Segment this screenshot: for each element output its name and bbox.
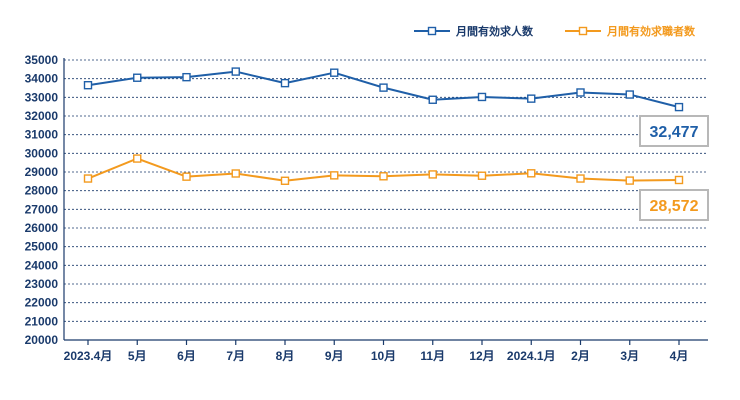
y-tick-label: 20000 bbox=[25, 333, 59, 347]
data-point bbox=[182, 172, 191, 181]
series-group bbox=[83, 67, 684, 185]
y-tick-label: 27000 bbox=[25, 202, 59, 216]
data-point bbox=[477, 171, 487, 180]
data-point bbox=[379, 83, 388, 92]
y-tick-label: 26000 bbox=[25, 221, 59, 235]
y-tick-label: 29000 bbox=[25, 165, 59, 179]
y-tick-label: 30000 bbox=[25, 146, 59, 160]
x-tick-label: 2月 bbox=[571, 349, 590, 363]
y-tick-label: 21000 bbox=[25, 314, 59, 328]
callout-value: 28,572 bbox=[650, 198, 699, 215]
data-point bbox=[83, 174, 93, 183]
y-tick-label: 24000 bbox=[25, 258, 59, 272]
data-point bbox=[280, 176, 290, 185]
y-tick-label: 31000 bbox=[25, 128, 59, 142]
callouts: 32,477 28,572 bbox=[639, 115, 709, 221]
y-tick-label: 34000 bbox=[25, 72, 59, 86]
data-point bbox=[576, 174, 585, 183]
gridlines bbox=[64, 59, 708, 322]
y-tick-label: 28000 bbox=[25, 184, 59, 198]
data-point bbox=[330, 171, 339, 180]
y-tick-label: 33000 bbox=[25, 90, 59, 104]
data-point bbox=[280, 78, 290, 88]
callout-value: 32,477 bbox=[650, 124, 699, 141]
y-tick-label: 35000 bbox=[25, 53, 59, 67]
y-tick-label: 22000 bbox=[25, 296, 59, 310]
callout-box bbox=[639, 115, 709, 147]
legend-item: 月間有効求人数 bbox=[414, 24, 534, 38]
data-point bbox=[674, 175, 684, 185]
data-point bbox=[428, 170, 437, 179]
data-point bbox=[330, 68, 339, 77]
x-tick-label: 2023.4月 bbox=[64, 349, 113, 363]
legend-item: 月間有効求職者数 bbox=[565, 24, 696, 38]
x-tick-label: 4月 bbox=[670, 349, 689, 363]
x-tick-label: 9月 bbox=[325, 349, 344, 363]
data-point bbox=[133, 154, 142, 163]
x-tick-label: 10月 bbox=[371, 349, 396, 363]
y-tick-label: 25000 bbox=[25, 240, 59, 254]
data-point bbox=[379, 172, 388, 181]
x-tick-label: 2024.1月 bbox=[507, 349, 556, 363]
data-point bbox=[428, 95, 437, 104]
data-point bbox=[83, 80, 93, 90]
y-tick-label: 32000 bbox=[25, 109, 59, 123]
data-point bbox=[576, 88, 585, 97]
x-tick-label: 5月 bbox=[128, 349, 147, 363]
x-tick-label: 3月 bbox=[620, 349, 639, 363]
x-tick-label: 8月 bbox=[276, 349, 295, 363]
legend-swatch-marker bbox=[427, 26, 437, 36]
callout-box bbox=[639, 189, 709, 221]
value-callout: 32,477 bbox=[639, 115, 709, 147]
value-callout: 28,572 bbox=[639, 189, 709, 221]
series-1 bbox=[83, 67, 684, 112]
data-point bbox=[182, 72, 191, 82]
axes: 35000 34000 33000 32000 31000 30000 29000 28000… bbox=[25, 53, 708, 363]
legend: 月間有効求人数 月間有効求職者数 bbox=[414, 24, 696, 38]
series-2 bbox=[83, 154, 684, 185]
legend-swatch-marker bbox=[578, 26, 588, 36]
x-tick-label: 7月 bbox=[226, 349, 245, 363]
x-tick-label: 6月 bbox=[177, 349, 196, 363]
data-point bbox=[231, 169, 240, 178]
data-point bbox=[527, 169, 536, 178]
data-point bbox=[625, 90, 634, 99]
data-point bbox=[625, 176, 634, 185]
data-point bbox=[674, 102, 684, 112]
x-tick-label: 12月 bbox=[469, 349, 494, 363]
x-tick-label: 11月 bbox=[420, 349, 445, 363]
data-point bbox=[527, 94, 536, 103]
data-point bbox=[477, 92, 487, 102]
legend-label: 月間有効求職者数 bbox=[606, 24, 696, 38]
data-point bbox=[231, 67, 240, 76]
y-tick-label: 23000 bbox=[25, 277, 59, 291]
legend-label: 月間有効求人数 bbox=[455, 24, 534, 38]
data-point bbox=[133, 73, 142, 82]
